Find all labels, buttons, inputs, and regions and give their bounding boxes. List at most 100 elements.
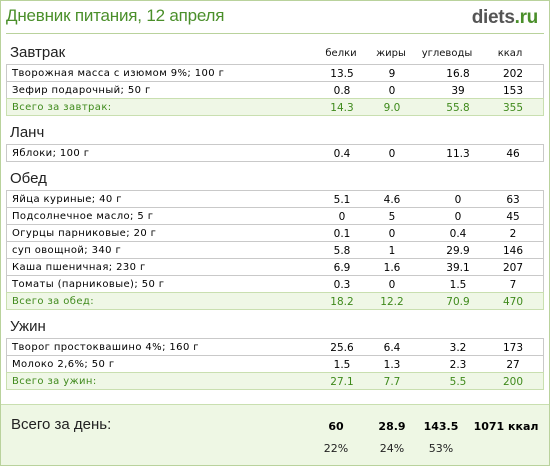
col-protein-header: белки — [325, 48, 357, 59]
meal-total-fat: 12.2 — [380, 296, 404, 308]
food-carbs: 11.3 — [446, 148, 470, 160]
food-name: Яблоки; 100 г — [12, 148, 90, 159]
meal-total-kcal: 200 — [502, 376, 524, 388]
food-carbs: 39.1 — [446, 262, 470, 274]
food-fat: 6.4 — [383, 342, 401, 354]
site-logo[interactable]: diets.ru — [471, 7, 539, 29]
page-title: Дневник питания, 12 апреля — [6, 6, 225, 25]
meal-title: Ланч — [10, 124, 45, 141]
food-protein: 25.6 — [330, 342, 354, 354]
food-kcal: 202 — [502, 68, 524, 80]
food-fat: 0 — [388, 279, 396, 291]
food-name: Молоко 2,6%; 50 г — [12, 359, 115, 370]
food-row[interactable]: Яблоки; 100 г 0.4 0 11.3 46 — [6, 144, 544, 162]
food-protein: 13.5 — [330, 68, 354, 80]
food-row[interactable]: Подсолнечное масло; 5 г 0 5 0 45 — [6, 207, 544, 225]
food-name: Томаты (парниковые); 50 г — [12, 279, 165, 290]
food-protein: 1.5 — [333, 359, 351, 371]
food-carbs: 29.9 — [446, 245, 470, 257]
food-carbs: 1.5 — [449, 279, 467, 291]
food-kcal: 173 — [502, 342, 524, 354]
food-kcal: 27 — [506, 359, 520, 371]
meal-section: Ужин Творог простоквашино 4%; 160 г 25.6 6.… — [6, 318, 544, 398]
meals-table: Завтрак белки жиры углеводы ккал Творожная ма… — [6, 44, 544, 398]
food-kcal: 7 — [509, 279, 517, 291]
food-fat: 1 — [388, 245, 396, 257]
col-carbs-header: углеводы — [421, 48, 473, 59]
food-carbs: 39 — [451, 85, 465, 97]
food-protein: 0 — [338, 211, 346, 223]
food-fat: 0 — [388, 228, 396, 240]
food-name: Зефир подарочный; 50 г — [12, 85, 151, 96]
food-row[interactable]: Творожная масса с изюмом 9%; 100 г 13.5 9 1… — [6, 64, 544, 82]
meal-total-kcal: 355 — [502, 102, 524, 114]
meal-section: Ланч Яблоки; 100 г 0.4 0 11.3 46 — [6, 124, 544, 170]
food-row[interactable]: Томаты (парниковые); 50 г 0.3 0 1.5 7 — [6, 275, 544, 293]
food-row[interactable]: Зефир подарочный; 50 г 0.8 0 39 153 — [6, 81, 544, 99]
food-kcal: 45 — [506, 211, 520, 223]
food-protein: 0.8 — [333, 85, 351, 97]
food-kcal: 153 — [502, 85, 524, 97]
col-kcal-header: ккал — [497, 48, 523, 59]
food-carbs: 0 — [454, 194, 462, 206]
food-kcal: 63 — [506, 194, 520, 206]
meal-total-row: Всего за ужин: 27.1 7.7 5.5 200 — [6, 372, 544, 390]
meal-total-row: Всего за обед: 18.2 12.2 70.9 470 — [6, 292, 544, 310]
meal-total-label: Всего за ужин: — [12, 376, 97, 387]
day-protein-pct: 22% — [323, 442, 349, 455]
food-name: Творог простоквашино 4%; 160 г — [12, 342, 199, 353]
day-carbs-pct: 53% — [428, 442, 454, 455]
day-protein: 60 — [328, 420, 344, 433]
section-gap — [6, 390, 544, 398]
day-kcal: 1071 ккал — [473, 420, 539, 433]
food-carbs: 3.2 — [449, 342, 467, 354]
meal-total-protein: 18.2 — [330, 296, 354, 308]
food-row[interactable]: Творог простоквашино 4%; 160 г 25.6 6.4 3.2… — [6, 338, 544, 356]
meal-total-carbs: 5.5 — [449, 376, 467, 388]
food-name: Подсолнечное масло; 5 г — [12, 211, 154, 222]
food-carbs: 16.8 — [446, 68, 470, 80]
food-name: суп овощной; 340 г — [12, 245, 122, 256]
section-gap — [6, 116, 544, 124]
section-gap — [6, 162, 544, 170]
meal-header: Завтрак белки жиры углеводы ккал — [6, 44, 544, 64]
food-kcal: 207 — [502, 262, 524, 274]
meal-total-carbs: 70.9 — [446, 296, 470, 308]
food-row[interactable]: суп овощной; 340 г 5.8 1 29.9 146 — [6, 241, 544, 259]
day-total-label: Всего за день: — [11, 416, 112, 433]
food-row[interactable]: Огурцы парниковые; 20 г 0.1 0 0.4 2 — [6, 224, 544, 242]
meal-header: Ужин — [6, 318, 544, 338]
section-gap — [6, 310, 544, 318]
header-divider — [6, 33, 544, 34]
food-protein: 5.1 — [333, 194, 351, 206]
food-row[interactable]: Молоко 2,6%; 50 г 1.5 1.3 2.3 27 — [6, 355, 544, 373]
food-protein: 0.1 — [333, 228, 351, 240]
food-fat: 5 — [388, 211, 396, 223]
day-carbs: 143.5 — [423, 420, 459, 433]
food-name: Огурцы парниковые; 20 г — [12, 228, 157, 239]
food-row[interactable]: Каша пшеничная; 230 г 6.9 1.6 39.1 207 — [6, 258, 544, 276]
food-kcal: 2 — [509, 228, 517, 240]
food-protein: 0.3 — [333, 279, 351, 291]
food-kcal: 146 — [502, 245, 524, 257]
logo-main: diets — [471, 7, 515, 28]
meal-section: Завтрак белки жиры углеводы ккал Творожная ма… — [6, 44, 544, 124]
meal-total-fat: 7.7 — [383, 376, 401, 388]
food-carbs: 0 — [454, 211, 462, 223]
meal-total-carbs: 55.8 — [446, 102, 470, 114]
day-fat: 28.9 — [378, 420, 406, 433]
food-name: Творожная масса с изюмом 9%; 100 г — [12, 68, 225, 79]
food-protein: 6.9 — [333, 262, 351, 274]
food-carbs: 0.4 — [449, 228, 467, 240]
meal-section: Обед Яйца куриные; 40 г 5.1 4.6 0 63 Подсолнеч… — [6, 170, 544, 318]
food-fat: 4.6 — [383, 194, 401, 206]
food-fat: 0 — [388, 85, 396, 97]
food-name: Яйца куриные; 40 г — [12, 194, 122, 205]
meal-total-protein: 27.1 — [330, 376, 354, 388]
day-fat-pct: 24% — [379, 442, 405, 455]
meal-total-row: Всего за завтрак: 14.3 9.0 55.8 355 — [6, 98, 544, 116]
col-fat-header: жиры — [376, 48, 406, 59]
food-name: Каша пшеничная; 230 г — [12, 262, 146, 273]
food-row[interactable]: Яйца куриные; 40 г 5.1 4.6 0 63 — [6, 190, 544, 208]
meal-header: Ланч — [6, 124, 544, 144]
